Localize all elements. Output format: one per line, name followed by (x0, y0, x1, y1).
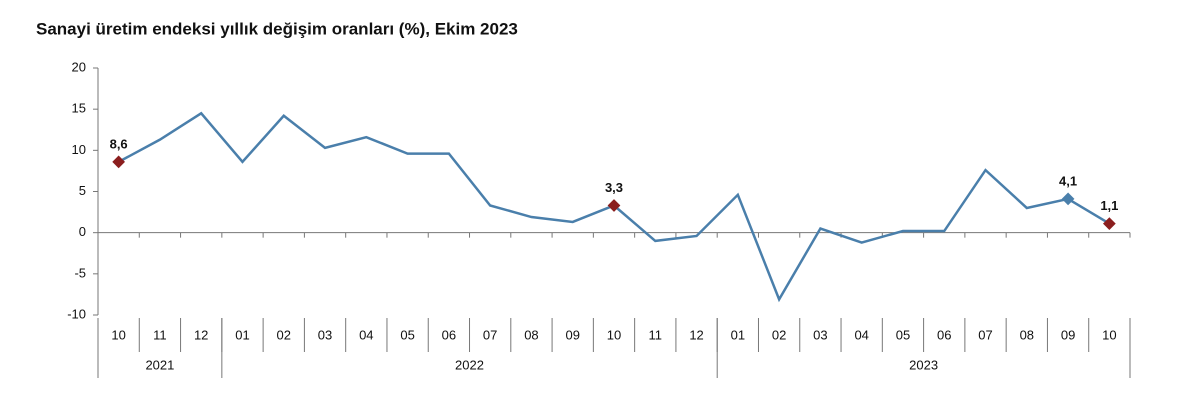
x-tick-label: 06 (937, 327, 951, 342)
x-tick-label: 10 (607, 327, 621, 342)
y-tick-label: 5 (79, 183, 86, 198)
marker (1102, 217, 1116, 230)
x-tick-label: 03 (813, 327, 827, 342)
y-tick-label: 10 (72, 142, 86, 157)
x-tick-label: 10 (111, 327, 125, 342)
x-tick-label: 10 (1102, 327, 1116, 342)
year-label: 2023 (909, 357, 938, 372)
x-tick-label: 02 (772, 327, 786, 342)
year-label: 2021 (145, 357, 174, 372)
y-tick-label: -10 (67, 306, 86, 321)
y-tick-label: 20 (72, 59, 86, 74)
x-tick-label: 05 (896, 327, 910, 342)
x-tick-label: 04 (854, 327, 868, 342)
data-label: 8,6 (110, 136, 128, 151)
x-tick-label: 08 (1020, 327, 1034, 342)
x-tick-label: 02 (277, 327, 291, 342)
x-tick-label: 09 (565, 327, 579, 342)
data-label: 1,1 (1100, 198, 1118, 213)
y-tick-label: 0 (79, 224, 86, 239)
x-tick-label: 11 (153, 327, 167, 342)
x-tick-label: 11 (649, 327, 663, 342)
data-label: 3,3 (605, 180, 623, 195)
x-tick-label: 07 (483, 327, 497, 342)
x-tick-label: 12 (194, 327, 208, 342)
year-label: 2022 (455, 357, 484, 372)
x-tick-label: 09 (1061, 327, 1075, 342)
y-tick-label: 15 (72, 101, 86, 116)
x-tick-label: 01 (731, 327, 745, 342)
data-label: 4,1 (1059, 173, 1077, 188)
marker (1061, 192, 1075, 206)
x-tick-label: 03 (318, 327, 332, 342)
marker (112, 155, 126, 169)
x-tick-label: 04 (359, 327, 373, 342)
x-tick-label: 08 (524, 327, 538, 342)
x-tick-label: 01 (235, 327, 249, 342)
x-tick-label: 06 (442, 327, 456, 342)
x-tick-label: 05 (400, 327, 414, 342)
x-tick-label: 12 (689, 327, 703, 342)
x-tick-label: 07 (978, 327, 992, 342)
y-tick-label: -5 (74, 265, 86, 280)
chart-title: Sanayi üretim endeksi yıllık değişim ora… (36, 19, 518, 38)
